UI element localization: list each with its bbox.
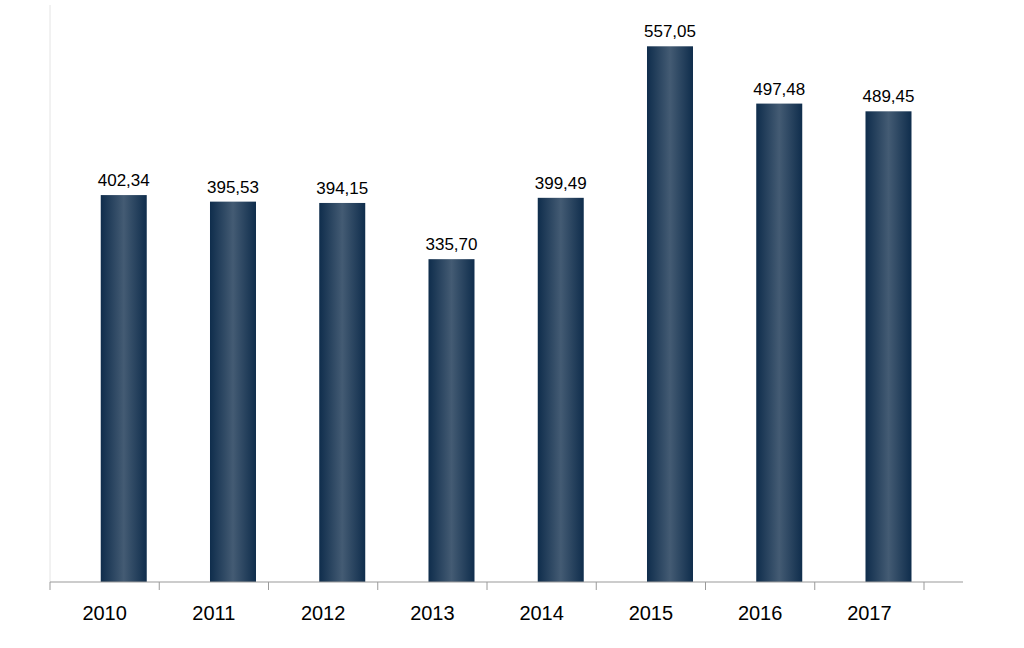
y-axis-line [50,5,51,582]
x-tick-label: 2012 [301,602,346,624]
x-tick-label: 2013 [410,602,455,624]
data-label: 557,05 [644,22,696,41]
x-tick [159,582,160,590]
x-tick [377,582,378,590]
data-label: 489,45 [862,87,914,106]
x-tick [705,582,706,590]
x-tick [50,582,51,590]
x-axis-line [50,581,963,582]
x-tick-label: 2010 [82,602,127,624]
bar [865,111,911,582]
chart: 402,34 395,53 394,15 335,70 399,49 557,05 497,… [0,0,1024,648]
data-label: 402,34 [98,171,150,190]
x-tick [268,582,269,590]
bar [756,104,802,582]
data-label: 497,48 [753,80,805,99]
x-tick [596,582,597,590]
data-label: 335,70 [425,235,477,254]
bar [428,259,474,582]
bars [101,46,912,582]
bar [101,195,147,582]
x-tick-label: 2015 [629,602,674,624]
bar [647,46,693,582]
bar [538,198,584,582]
x-tick [487,582,488,590]
data-label: 399,49 [535,174,587,193]
bar [319,203,365,582]
x-tick-label: 2017 [847,602,892,624]
x-tick-label: 2011 [192,602,235,624]
bar [210,202,256,582]
data-label: 395,53 [207,178,259,197]
x-tick-label: 2014 [519,602,564,624]
x-tick-label: 2016 [738,602,783,624]
x-tick [814,582,815,590]
x-tick [924,582,925,590]
data-label: 394,15 [316,179,368,198]
